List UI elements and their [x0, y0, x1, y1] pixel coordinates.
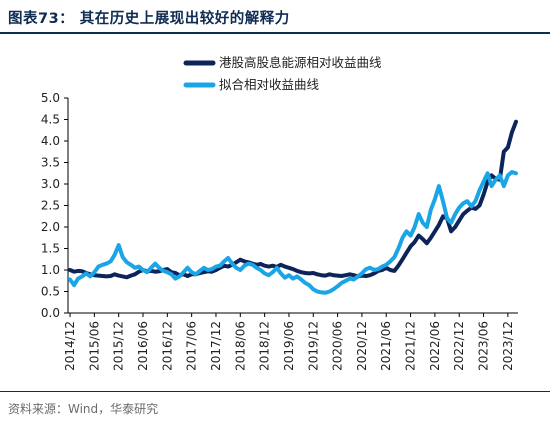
footer-rule [0, 391, 550, 392]
x-tick-label: 2022/06 [428, 321, 442, 371]
x-tick-label: 2015/12 [112, 321, 126, 371]
y-tick-label: 2.5 [41, 199, 60, 213]
legend-label-hk-high-dividend-energy: 港股高股息能源相对收益曲线 [219, 55, 382, 70]
y-tick-label: 3.5 [41, 156, 60, 170]
x-tick-label: 2019/06 [282, 321, 296, 371]
legend-label-fitted-curve: 拟合相对收益曲线 [219, 77, 320, 92]
series-line-hk-high-dividend-energy [68, 119, 518, 280]
y-tick-label: 4.0 [41, 134, 60, 148]
x-tick-label: 2023/12 [501, 321, 515, 371]
x-tick-label: 2023/06 [477, 321, 491, 371]
x-tick-label: 2014/12 [63, 321, 77, 371]
y-tick-label: 0.0 [41, 306, 60, 320]
figure-header: 图表73： 其在历史上展现出较好的解释力 [0, 0, 550, 34]
series-line-fitted-curve [68, 170, 518, 295]
y-tick-label: 5.0 [41, 91, 60, 105]
y-axis: 0.0 0.5 1.0 1.5 2.0 2.5 3.0 3.5 4.0 4.5 5.0 [41, 91, 69, 320]
y-tick-label: 2.0 [41, 220, 60, 234]
x-axis: 2014/12 2015/06 2015/12 2016/06 2016/12 2017/… [63, 312, 518, 371]
x-tick-label: 2018/06 [233, 321, 247, 371]
y-tick-label: 0.5 [41, 285, 60, 299]
x-tick-label: 2022/12 [452, 321, 466, 371]
x-tick-label: 2020/12 [355, 321, 369, 371]
y-tick-label: 3.0 [41, 177, 60, 191]
x-tick-label: 2018/12 [258, 321, 272, 371]
x-tick-label: 2017/12 [209, 321, 223, 371]
x-tick-label: 2020/06 [331, 321, 345, 371]
y-tick-label: 1.5 [41, 242, 60, 256]
x-tick-label: 2017/06 [185, 321, 199, 371]
x-tick-label: 2016/12 [160, 321, 174, 371]
y-tick-label: 1.0 [41, 263, 60, 277]
figure-title: 图表73： 其在历史上展现出较好的解释力 [8, 11, 290, 27]
series-layer [68, 119, 518, 295]
line-chart: 港股高股息能源相对收益曲线 拟合相对收益曲线 0.0 0.5 1.0 1.5 2.0 2.… [41, 55, 518, 371]
y-tick-label: 4.5 [41, 113, 60, 127]
x-tick-label: 2015/06 [87, 321, 101, 371]
legend: 港股高股息能源相对收益曲线 拟合相对收益曲线 [183, 55, 382, 92]
source-note: 资料来源：Wind，华泰研究 [8, 402, 159, 416]
x-tick-label: 2021/12 [404, 321, 418, 371]
x-tick-label: 2019/12 [306, 321, 320, 371]
header-rule [0, 32, 550, 34]
x-tick-label: 2016/06 [136, 321, 150, 371]
x-tick-label: 2021/06 [379, 321, 393, 371]
